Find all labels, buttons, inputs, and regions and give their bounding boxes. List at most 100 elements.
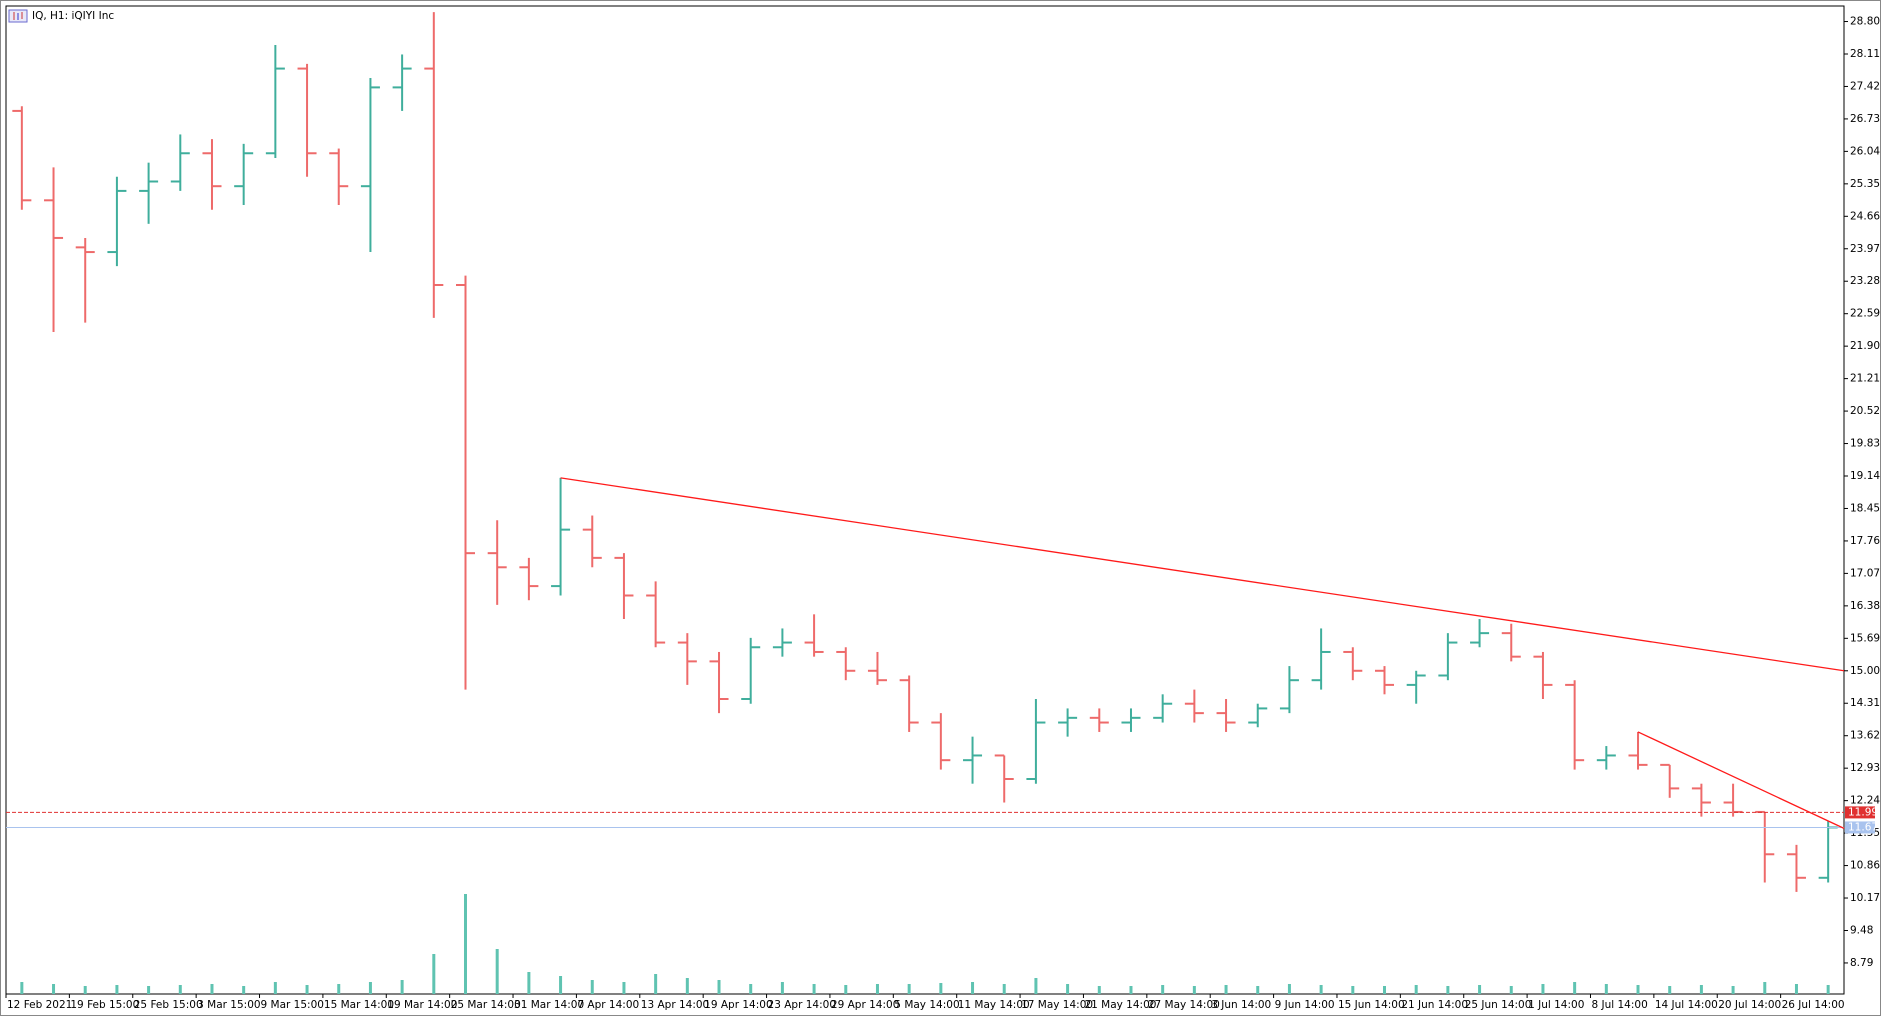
ohlc-bar bbox=[551, 477, 571, 596]
volume-bar bbox=[52, 984, 56, 994]
ohlc-bar bbox=[1596, 746, 1616, 770]
ohlc-bar bbox=[265, 45, 285, 158]
symbol-icon bbox=[8, 9, 28, 23]
y-tick-label: 14.31 bbox=[1850, 697, 1880, 709]
volume-bar bbox=[1097, 986, 1101, 994]
ohlc-bar bbox=[329, 148, 349, 206]
ohlc-bar bbox=[1026, 699, 1046, 784]
volume-bar bbox=[1414, 985, 1418, 994]
ohlc-bar bbox=[44, 167, 64, 333]
ohlc-bar bbox=[772, 628, 792, 657]
ohlc-bar bbox=[107, 176, 127, 267]
x-tick-label: 3 Jun 14:00 bbox=[1211, 999, 1271, 1011]
x-tick-label: 17 May 14:00 bbox=[1021, 999, 1093, 1011]
volume-bar bbox=[1446, 986, 1450, 994]
x-tick-label: 7 Apr 14:00 bbox=[577, 999, 639, 1011]
volume-bar bbox=[1161, 985, 1165, 994]
x-tick-label: 15 Mar 14:00 bbox=[324, 999, 394, 1011]
ohlc-bar bbox=[297, 63, 317, 177]
volume-bar bbox=[1699, 985, 1703, 994]
ohlc-bar bbox=[646, 581, 666, 648]
ohlc-bar bbox=[1089, 708, 1109, 732]
volume-bar bbox=[242, 986, 246, 994]
volume-bar bbox=[1256, 986, 1260, 994]
ohlc-bar bbox=[1343, 647, 1363, 681]
volume-bar bbox=[559, 976, 563, 994]
x-tick-label: 20 Jul 14:00 bbox=[1718, 999, 1781, 1011]
y-tick-label: 10.17 bbox=[1850, 892, 1880, 904]
x-tick-label: 26 Jul 14:00 bbox=[1782, 999, 1845, 1011]
volume-bar bbox=[844, 985, 848, 994]
x-tick-label: 8 Jul 14:00 bbox=[1591, 999, 1647, 1011]
y-tick-label: 12.93 bbox=[1850, 762, 1880, 774]
x-tick-label: 11 May 14:00 bbox=[958, 999, 1030, 1011]
ohlc-bar bbox=[1691, 783, 1711, 817]
y-tick-label: 26.73 bbox=[1850, 113, 1880, 125]
ohlc-bar bbox=[392, 54, 412, 111]
volume-bar bbox=[1034, 978, 1038, 994]
x-tick-label: 25 Jun 14:00 bbox=[1465, 999, 1532, 1011]
x-tick-label: 3 Mar 15:00 bbox=[197, 999, 260, 1011]
y-tick-label: 13.62 bbox=[1850, 730, 1880, 742]
ohlc-bar bbox=[1374, 666, 1395, 695]
ohlc-bar bbox=[1628, 731, 1648, 770]
volume-bar bbox=[907, 984, 911, 994]
volume-bar bbox=[337, 984, 341, 994]
volume-bar bbox=[1478, 985, 1482, 994]
ohlc-bar bbox=[234, 143, 254, 206]
volume-bar bbox=[622, 982, 626, 994]
ohlc-bar bbox=[804, 614, 824, 657]
x-tick-label: 13 Apr 14:00 bbox=[641, 999, 709, 1011]
ohlc-bar bbox=[1248, 703, 1268, 728]
volume-bar bbox=[305, 985, 309, 994]
volume-bar bbox=[717, 980, 721, 994]
ohlc-bar bbox=[455, 275, 476, 690]
y-tick-label: 28.80 bbox=[1850, 16, 1880, 28]
y-tick-label: 21.90 bbox=[1850, 340, 1880, 352]
ohlc-bar bbox=[836, 647, 856, 681]
y-tick-label: 8.79 bbox=[1850, 957, 1873, 969]
ohlc-bar bbox=[1438, 633, 1458, 681]
ohlc-bar bbox=[1058, 708, 1078, 737]
x-tick-label: 15 Jun 14:00 bbox=[1338, 999, 1405, 1011]
volume-bar bbox=[368, 982, 372, 994]
ohlc-bar bbox=[994, 754, 1014, 803]
y-tick-label: 27.42 bbox=[1850, 80, 1880, 92]
x-tick-label: 9 Jun 14:00 bbox=[1275, 999, 1335, 1011]
volume-bar bbox=[654, 974, 658, 994]
volume-bar bbox=[1066, 984, 1070, 994]
y-tick-label: 18.45 bbox=[1850, 502, 1880, 514]
y-tick-label: 17.76 bbox=[1850, 535, 1880, 547]
ohlc-bar bbox=[75, 237, 95, 323]
volume-bar bbox=[178, 985, 182, 994]
ohlc-bar bbox=[1470, 619, 1490, 648]
ohlc-bar bbox=[1501, 623, 1521, 662]
x-tick-label: 21 May 14:00 bbox=[1084, 999, 1156, 1011]
volume-bar bbox=[147, 986, 151, 994]
y-tick-label: 20.52 bbox=[1850, 405, 1880, 417]
ohlc-bar bbox=[867, 651, 887, 685]
volume-bar bbox=[1383, 986, 1386, 994]
y-tick-label: 9.48 bbox=[1850, 924, 1873, 936]
y-tick-label: 21.21 bbox=[1850, 373, 1880, 385]
ohlc-bar bbox=[931, 713, 951, 770]
y-tick-label: 22.59 bbox=[1850, 308, 1880, 320]
volume-bar bbox=[495, 949, 499, 994]
y-tick-label: 23.28 bbox=[1850, 275, 1880, 287]
volume-bar bbox=[1541, 984, 1545, 994]
price-label: 11.67 bbox=[1848, 821, 1878, 833]
volume-bar bbox=[432, 954, 436, 994]
ohlc-bar bbox=[170, 134, 190, 191]
ohlc-bar bbox=[139, 162, 159, 224]
volume-bar bbox=[115, 985, 119, 994]
ohlc-bar bbox=[202, 139, 222, 210]
ohlc-bar bbox=[582, 515, 602, 568]
ohlc-bar bbox=[1660, 763, 1680, 798]
y-tick-label: 25.35 bbox=[1850, 178, 1880, 190]
volume-bar bbox=[273, 982, 277, 994]
volume-bar bbox=[1668, 986, 1672, 994]
volume-bar bbox=[1192, 986, 1196, 994]
ohlc-bar bbox=[1153, 694, 1173, 723]
ohlc-bar bbox=[1184, 689, 1204, 723]
y-tick-label: 17.07 bbox=[1850, 567, 1880, 579]
